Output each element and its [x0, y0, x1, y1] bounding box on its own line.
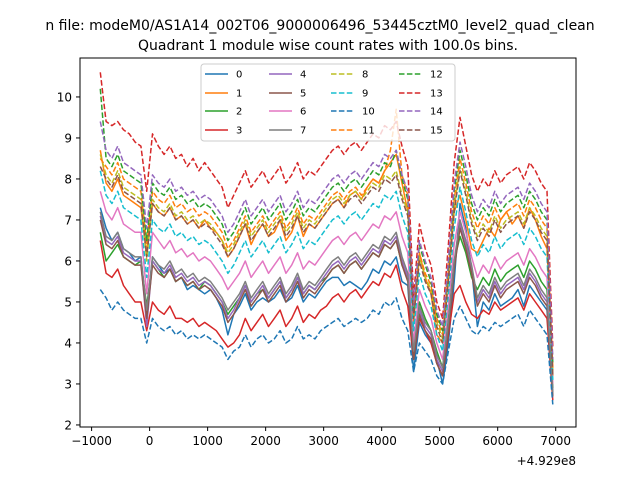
legend-label-0: 0: [236, 70, 242, 81]
x-tick-label: 1000: [192, 434, 223, 448]
legend-label-6: 6: [300, 107, 306, 118]
y-tick-label: 2: [64, 418, 72, 432]
x-tick-label: 3000: [308, 434, 339, 448]
series-line-3: [99, 240, 554, 401]
series-line-11: [99, 108, 554, 368]
y-tick-label: 10: [57, 90, 72, 104]
chart-title: Quadrant 1 module wise count rates with …: [138, 38, 518, 54]
legend-label-5: 5: [300, 89, 306, 100]
series-line-15: [99, 166, 554, 376]
series-line-7: [99, 211, 554, 393]
y-tick-label: 8: [64, 172, 72, 186]
y-tick-label: 5: [64, 295, 72, 309]
chart-suptitle: n file: modeM0/AS1A14_002T06_9000006496_…: [45, 18, 594, 34]
series-line-9: [99, 170, 554, 380]
legend-label-12: 12: [430, 70, 443, 81]
x-tick-label: 7000: [540, 434, 571, 448]
legend-label-2: 2: [236, 107, 242, 118]
legend-label-3: 3: [236, 126, 242, 137]
x-tick-label: 4000: [366, 434, 397, 448]
plot-frame: [79, 57, 577, 428]
series-line-14: [99, 121, 554, 360]
series-layer: [99, 72, 554, 405]
series-line-12: [99, 88, 554, 364]
x-tick-label: 5000: [424, 434, 455, 448]
series-line-0: [99, 202, 554, 397]
legend-label-14: 14: [430, 107, 443, 118]
legend-label-4: 4: [300, 70, 306, 81]
legend-label-9: 9: [362, 89, 368, 100]
legend-label-11: 11: [362, 126, 375, 137]
series-line-8: [99, 154, 554, 372]
series-line-6: [99, 191, 554, 384]
x-tick-label: −1000: [71, 434, 112, 448]
legend-label-13: 13: [430, 89, 443, 100]
legend-label-10: 10: [362, 107, 375, 118]
legend-label-7: 7: [300, 126, 306, 137]
y-tick-label: 6: [64, 254, 72, 268]
legend-frame: [200, 63, 456, 142]
x-tick-label: 0: [146, 434, 154, 448]
series-line-13: [99, 72, 554, 348]
y-tick-label: 7: [64, 213, 72, 227]
series-line-5: [99, 219, 554, 397]
y-tick-label: 3: [64, 377, 72, 391]
x-offset-label: +4.929e8: [517, 454, 576, 468]
series-line-2: [99, 232, 554, 389]
y-tick-label: 9: [64, 131, 72, 145]
y-tick-label: 4: [64, 336, 72, 350]
x-tick-label: 6000: [482, 434, 513, 448]
legend-label-15: 15: [430, 126, 443, 137]
legend-label-1: 1: [236, 89, 242, 100]
axes-layer: −1000 0 1000 2000 3000 4000 5000 6000 7000 2 3 4 5 6 7…: [57, 90, 571, 448]
legend-label-8: 8: [362, 70, 368, 81]
x-tick-label: 2000: [250, 434, 281, 448]
series-line-10: [99, 289, 554, 405]
